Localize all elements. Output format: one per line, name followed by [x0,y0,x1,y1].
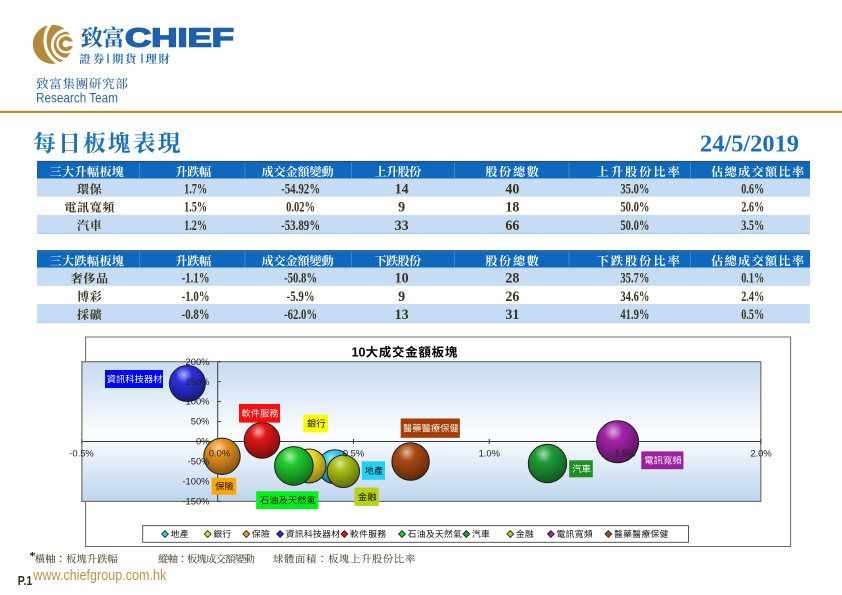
svg-text:26: 26 [505,289,519,305]
svg-text:200%: 200% [186,356,210,367]
svg-text:1.7%: 1.7% [184,182,207,198]
svg-text:31: 31 [505,307,519,323]
svg-text:50.0%: 50.0% [620,218,649,234]
svg-text:-5.9%: -5.9% [287,289,315,305]
svg-text:50%: 50% [191,416,210,427]
svg-text:34.6%: 34.6% [620,289,649,305]
svg-text:*: * [30,549,36,563]
svg-text:-50%: -50% [188,456,210,467]
svg-text:35.7%: 35.7% [620,271,649,287]
svg-text:-54.92%: -54.92% [281,182,320,198]
svg-text:18: 18 [505,200,519,216]
svg-text:3.5%: 3.5% [741,218,764,234]
svg-text:0.02%: 0.02% [286,200,315,216]
svg-text:0.0%: 0.0% [209,448,230,459]
svg-text:CHIEF: CHIEF [125,23,234,53]
svg-text:2.6%: 2.6% [741,200,764,216]
svg-text:0.1%: 0.1% [741,271,764,287]
svg-text:1.2%: 1.2% [184,218,207,234]
svg-text:-1.1%: -1.1% [182,271,210,287]
svg-text:0%: 0% [196,436,210,447]
svg-text:-50.8%: -50.8% [284,271,317,287]
svg-text:100%: 100% [186,396,210,407]
svg-text:0.6%: 0.6% [741,182,764,198]
svg-text:150%: 150% [186,376,210,387]
svg-text:28: 28 [505,271,519,287]
svg-text:9: 9 [398,200,405,216]
svg-text:41.9%: 41.9% [620,307,649,323]
svg-text:-0.5%: -0.5% [69,448,94,459]
svg-text:-1.0%: -1.0% [182,289,210,305]
svg-text:9: 9 [398,289,405,305]
svg-text:0.5%: 0.5% [741,307,764,323]
svg-text:50.0%: 50.0% [620,200,649,216]
svg-text:2.0%: 2.0% [750,448,771,459]
svg-text:-0.8%: -0.8% [182,307,210,323]
svg-text:66: 66 [505,218,519,234]
svg-text:www.chiefgroup.com.hk: www.chiefgroup.com.hk [32,568,167,584]
svg-text:10: 10 [352,346,366,360]
svg-text:Research Team: Research Team [36,89,118,105]
svg-text:33: 33 [395,218,409,234]
svg-text:-62.0%: -62.0% [284,307,317,323]
svg-text:24/5/2019: 24/5/2019 [700,130,799,157]
svg-text:1.5%: 1.5% [184,200,207,216]
svg-text:10: 10 [395,271,409,287]
svg-text:13: 13 [395,307,409,323]
svg-text:2.4%: 2.4% [741,289,764,305]
svg-text:0.5%: 0.5% [343,448,364,459]
svg-text:-53.89%: -53.89% [281,218,320,234]
svg-text:P.1: P.1 [18,573,33,588]
svg-text:14: 14 [395,182,409,198]
svg-text:1.5%: 1.5% [614,448,635,459]
svg-text:-150%: -150% [182,496,209,507]
svg-text:-100%: -100% [182,476,209,487]
svg-text:40: 40 [505,182,519,198]
svg-text:1.0%: 1.0% [479,448,500,459]
svg-text:35.0%: 35.0% [620,182,649,198]
